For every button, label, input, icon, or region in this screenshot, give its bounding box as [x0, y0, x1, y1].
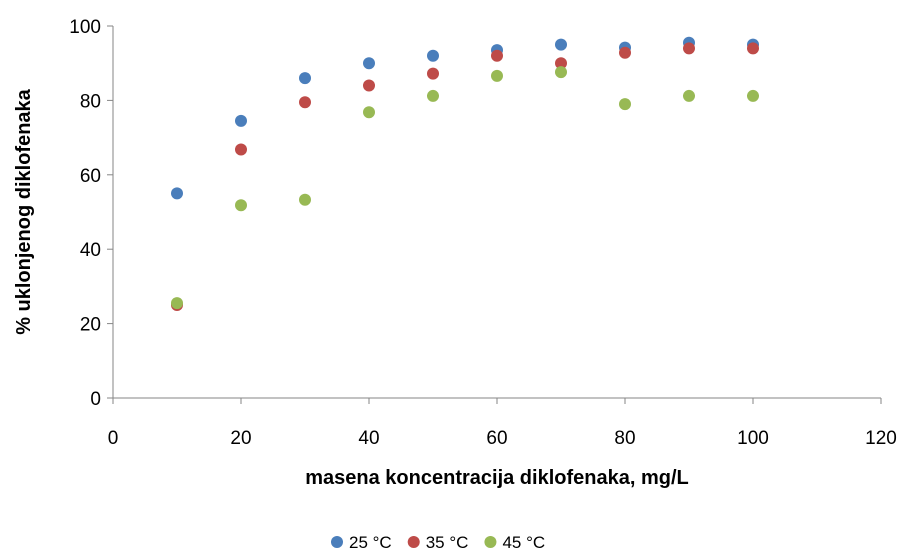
legend: 25 °C 35 °C 45 °C — [331, 533, 545, 552]
data-point — [171, 297, 183, 310]
data-point — [363, 79, 375, 92]
legend-item: 35 °C — [407, 533, 469, 552]
y-tick-label: 0 — [90, 389, 101, 410]
legend-label: 35 °C — [426, 533, 469, 552]
legend-item: 45 °C — [484, 533, 545, 552]
x-tick-label: 120 — [865, 428, 897, 449]
data-point — [363, 57, 375, 70]
data-point — [555, 66, 567, 79]
x-tick-label: 40 — [358, 428, 379, 449]
data-point — [235, 199, 247, 212]
x-tick-label: 0 — [108, 428, 119, 449]
y-tick-label: 40 — [80, 240, 101, 261]
data-point — [299, 193, 311, 206]
data-point — [427, 89, 439, 102]
x-tick-label: 60 — [486, 428, 507, 449]
legend-label: 45 °C — [502, 533, 545, 552]
series-3 — [171, 66, 759, 310]
data-point — [619, 98, 631, 111]
data-point — [299, 96, 311, 109]
y-tick-label: 80 — [80, 91, 101, 112]
data-point — [427, 49, 439, 62]
data-point — [235, 114, 247, 127]
y-tick-label: 20 — [80, 315, 101, 336]
x-tick-label: 100 — [737, 428, 769, 449]
data-point — [427, 67, 439, 80]
legend-marker — [484, 536, 497, 548]
legend-label: 25 °C — [349, 533, 392, 552]
data-point — [491, 49, 503, 62]
series-1 — [171, 36, 759, 200]
legend-item: 25 °C — [331, 533, 392, 552]
data-point — [555, 57, 567, 70]
y-tick-label: 100 — [69, 17, 101, 38]
data-points — [171, 36, 759, 311]
data-point — [171, 187, 183, 200]
y-tick-label: 60 — [80, 166, 101, 187]
x-tick-label: 20 — [230, 428, 251, 449]
data-point — [747, 89, 759, 102]
x-tick-label: 80 — [614, 428, 635, 449]
legend-marker — [407, 536, 420, 548]
data-point — [555, 38, 567, 51]
data-point — [683, 42, 695, 55]
data-point — [491, 69, 503, 82]
data-point — [363, 106, 375, 119]
x-axis-title: masena koncentracija diklofenaka, mg/L — [305, 467, 688, 489]
legend-marker — [331, 536, 343, 548]
series-2 — [171, 42, 759, 311]
y-axis-title: % uklonjenog diklofenaka — [13, 88, 35, 334]
data-point — [619, 46, 631, 59]
axis-ticks: 0 20 40 60 80 100 0 20 40 60 80 100 120 — [69, 17, 897, 449]
data-point — [235, 143, 247, 156]
data-point — [747, 42, 759, 55]
data-point — [299, 72, 311, 85]
data-point — [683, 89, 695, 102]
